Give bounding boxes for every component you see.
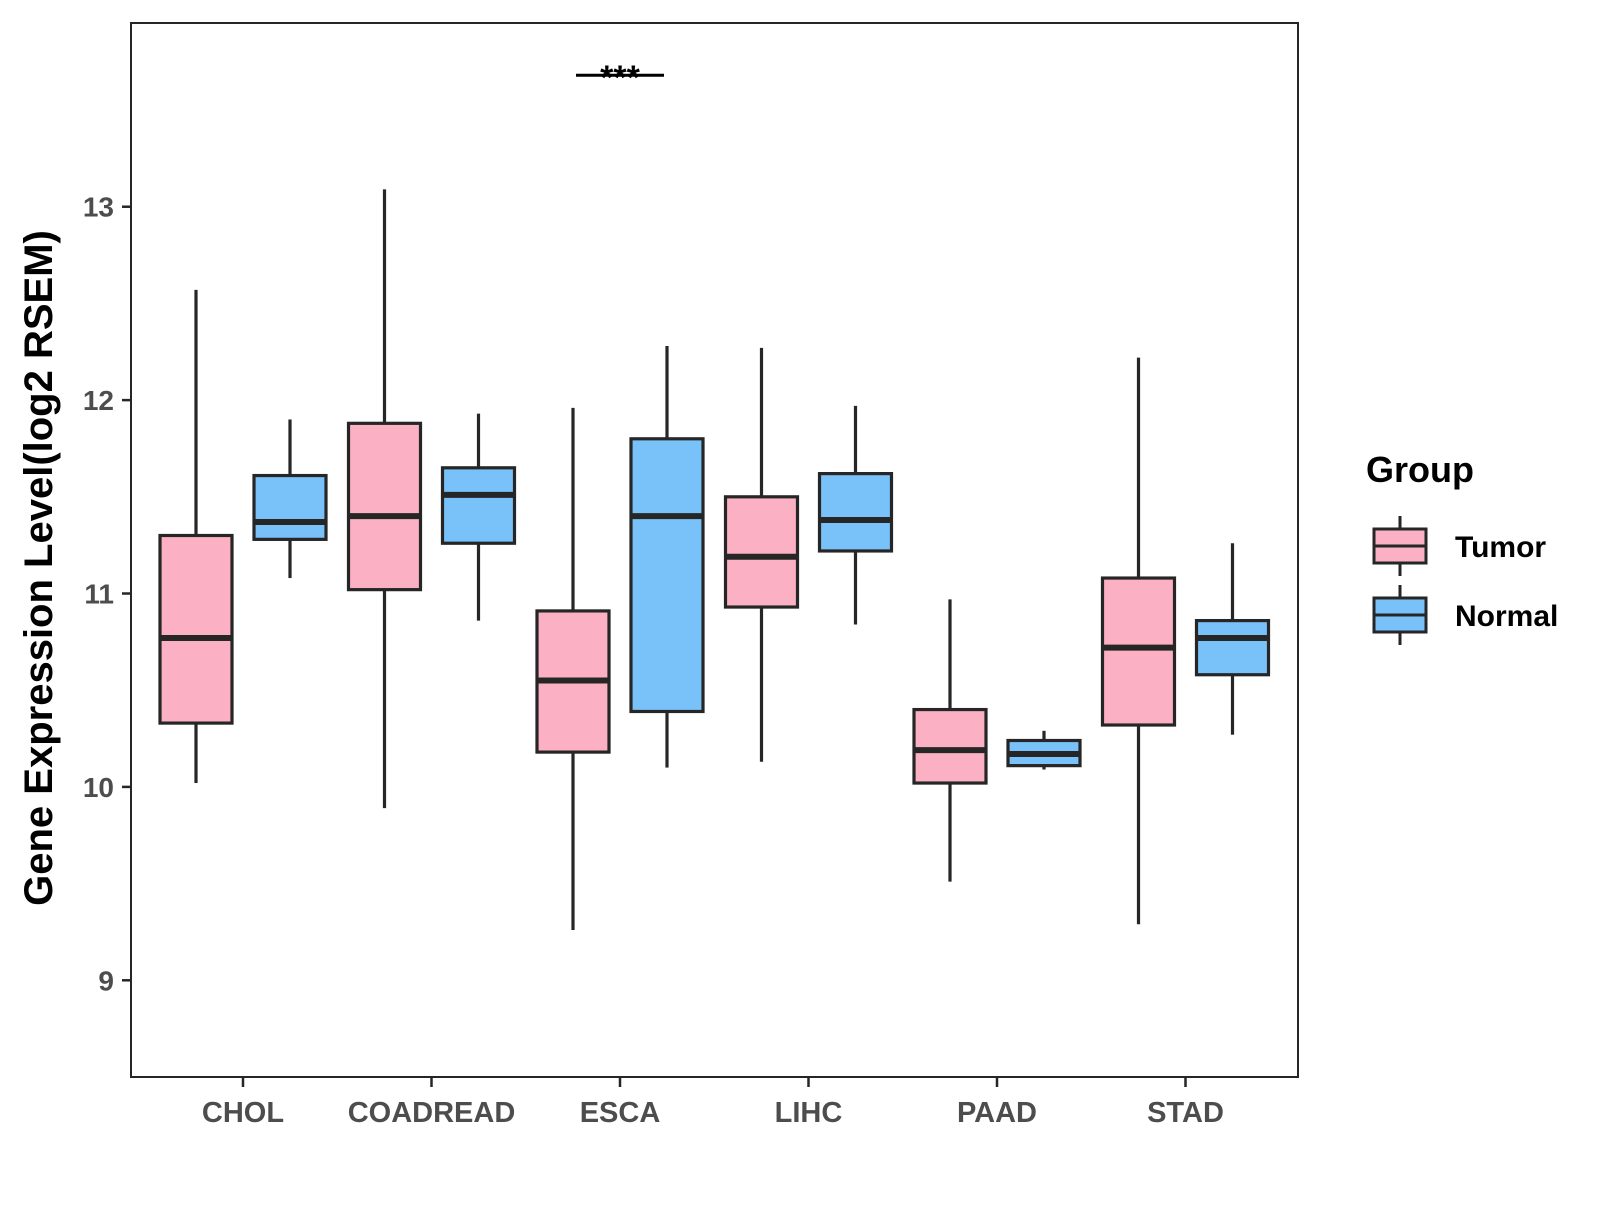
y-axis-title: Gene Expression Level(log2 RSEM) — [17, 230, 61, 906]
x-tick-label: LIHC — [775, 1097, 843, 1129]
box-normal-stad — [1194, 618, 1271, 677]
legend-label-normal: Normal — [1455, 600, 1558, 633]
box-tumor-stad — [1100, 576, 1177, 727]
box-tumor-chol — [158, 533, 234, 725]
legend-label-tumor: Tumor — [1455, 531, 1546, 564]
box-tumor-coadread — [346, 421, 423, 592]
box-tumor-lihc — [723, 495, 800, 609]
legend-title: Group — [1366, 449, 1474, 490]
y-tick-label: 13 — [83, 192, 114, 223]
x-tick-label: STAD — [1147, 1097, 1224, 1129]
x-tick-label: ESCA — [580, 1097, 661, 1129]
box-normal-coadread — [440, 466, 517, 545]
x-tick-label: COADREAD — [348, 1097, 516, 1129]
y-tick-label: 11 — [84, 579, 114, 610]
y-tick-label: 9 — [98, 965, 114, 996]
plot-panel — [130, 22, 1299, 1078]
box-normal-lihc — [817, 472, 894, 553]
y-tick-label: 12 — [83, 385, 114, 416]
x-tick-label: PAAD — [957, 1097, 1037, 1129]
y-tick-label: 10 — [83, 772, 114, 803]
box-normal-esca — [629, 437, 705, 714]
x-tick-label: CHOL — [202, 1097, 284, 1129]
significance-stars: *** — [600, 59, 640, 97]
box-normal-chol — [252, 473, 328, 541]
box-tumor-paad — [912, 707, 988, 785]
